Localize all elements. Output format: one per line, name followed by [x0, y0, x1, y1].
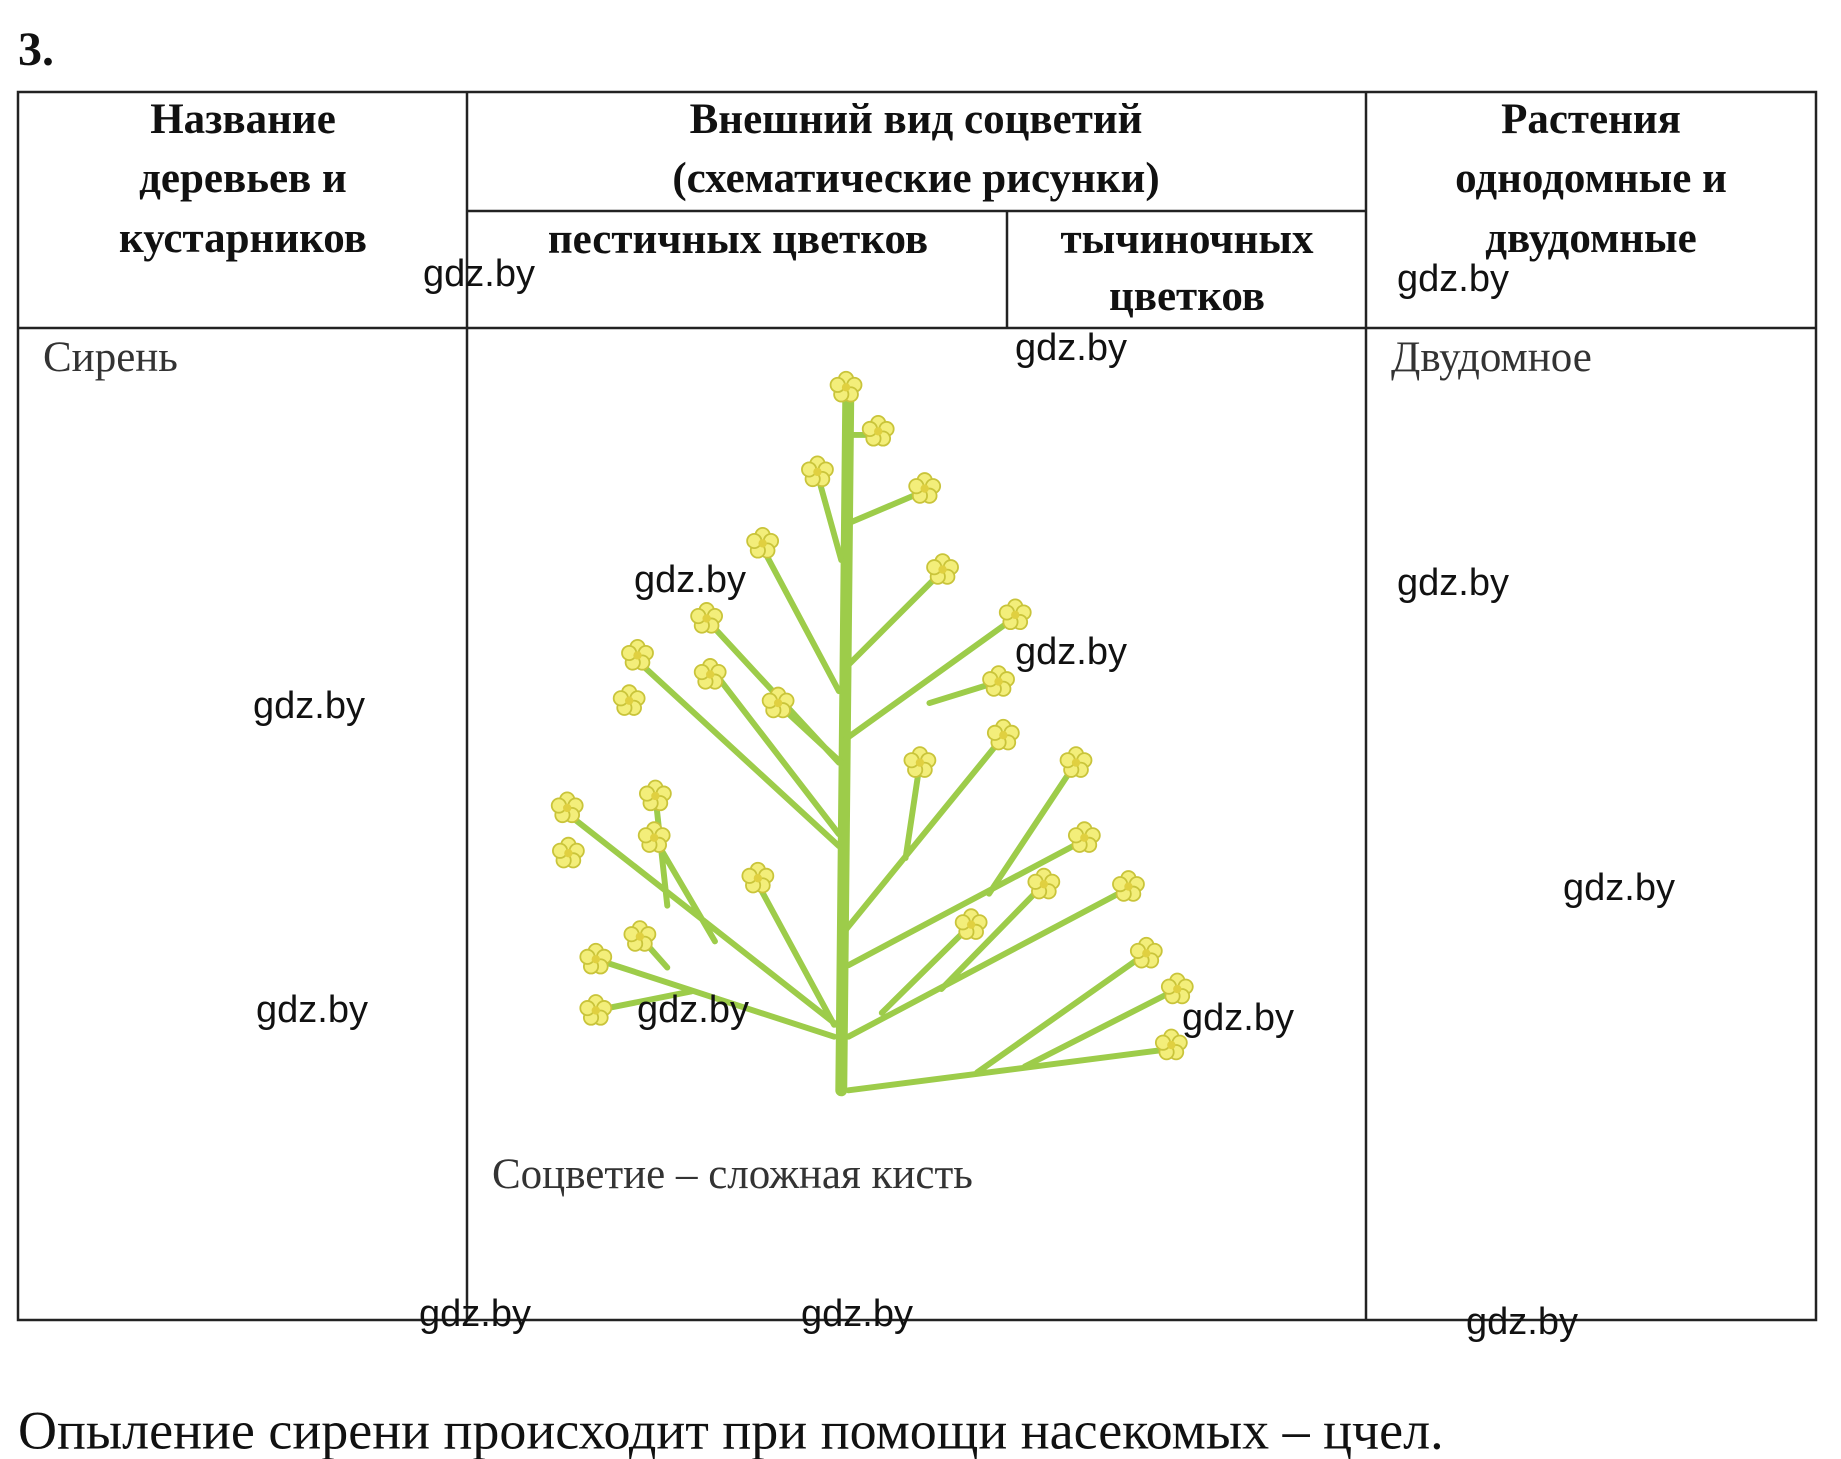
watermark: gdz.by [634, 559, 746, 601]
header: тычиночных [1061, 216, 1314, 263]
header: (схематические рисунки) [672, 155, 1159, 202]
watermark: gdz.by [256, 989, 368, 1031]
watermark: gdz.by [1397, 562, 1509, 604]
footer-text: Опыление сирени происходит при помощи на… [18, 1400, 1444, 1459]
header: Внешний вид соцветий [690, 96, 1143, 143]
watermark: gdz.by [253, 685, 365, 727]
header: однодомные и [1455, 155, 1727, 202]
watermark: gdz.by [1466, 1301, 1578, 1343]
watermark: gdz.by [419, 1293, 531, 1335]
watermark: gdz.by [1015, 631, 1127, 673]
header: кустарников [119, 215, 367, 262]
table-grid [16, 90, 1818, 1322]
watermark: gdz.by [1015, 327, 1127, 369]
header: двудомные [1485, 215, 1696, 262]
watermark: gdz.by [1182, 997, 1294, 1039]
plant-name: Сирень [43, 334, 178, 381]
header: Название [150, 96, 336, 143]
watermark: gdz.by [1397, 258, 1509, 300]
watermark: gdz.by [1563, 867, 1675, 909]
watermark: gdz.by [801, 1293, 913, 1335]
watermark: gdz.by [637, 989, 749, 1031]
inflorescence-drawing [550, 370, 1194, 1097]
caption: Соцветие – сложная кисть [492, 1151, 973, 1198]
header: деревьев и [139, 155, 347, 202]
header: Растения [1501, 96, 1681, 143]
watermark: gdz.by [423, 253, 535, 295]
task-number: 3. [18, 23, 54, 76]
header: цветков [1109, 273, 1265, 320]
header: пестичных цветков [548, 216, 928, 263]
plant-type: Двудомное [1391, 334, 1592, 381]
